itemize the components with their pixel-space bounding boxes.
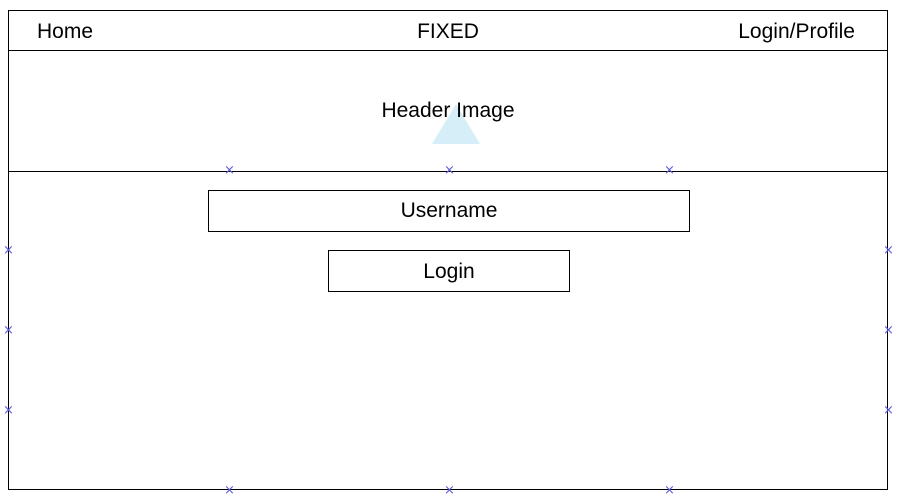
nav-home-link[interactable]: Home bbox=[37, 20, 94, 43]
resize-handle-icon[interactable]: × bbox=[224, 483, 235, 498]
top-navbar: Home FIXED Login/Profile bbox=[8, 10, 888, 51]
resize-handle-icon[interactable]: × bbox=[664, 163, 675, 178]
resize-handle-icon[interactable]: × bbox=[3, 403, 14, 418]
resize-handle-icon[interactable]: × bbox=[3, 243, 14, 258]
nav-fixed-label: FIXED bbox=[417, 20, 479, 43]
header-image: Header Image bbox=[8, 50, 888, 172]
image-placeholder-icon bbox=[432, 104, 480, 144]
nav-fixed-label-wrap: FIXED bbox=[9, 20, 887, 44]
nav-login-profile-link[interactable]: Login/Profile bbox=[738, 20, 855, 43]
resize-handle-icon[interactable]: × bbox=[444, 163, 455, 178]
resize-handle-icon[interactable]: × bbox=[883, 403, 894, 418]
resize-handle-icon[interactable]: × bbox=[3, 323, 14, 338]
login-button[interactable]: Login bbox=[328, 250, 570, 292]
resize-handle-icon[interactable]: × bbox=[883, 243, 894, 258]
username-field[interactable]: Username bbox=[208, 190, 690, 232]
header-image-label: Header Image bbox=[381, 99, 515, 122]
resize-handle-icon[interactable]: × bbox=[444, 483, 455, 498]
resize-handle-icon[interactable]: × bbox=[224, 163, 235, 178]
resize-handle-icon[interactable]: × bbox=[883, 323, 894, 338]
resize-handle-icon[interactable]: × bbox=[664, 483, 675, 498]
